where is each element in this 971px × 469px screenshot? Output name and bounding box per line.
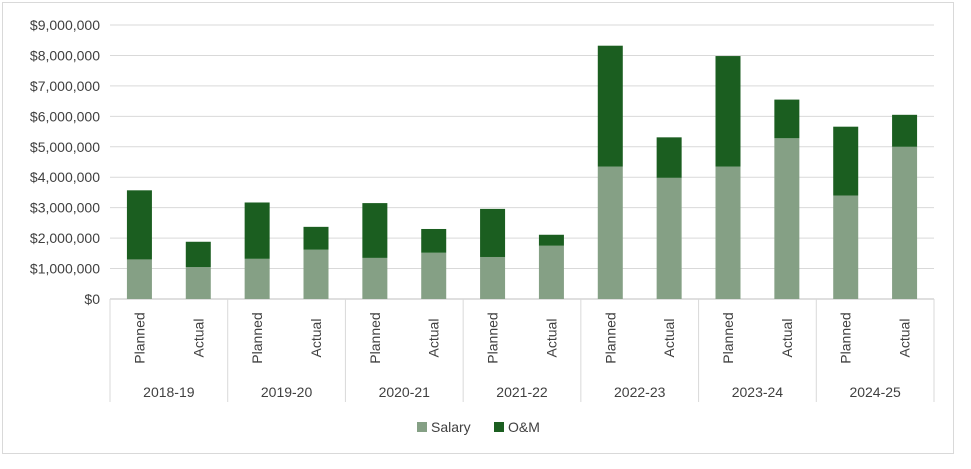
x-subcategory-label: Actual [543, 319, 559, 358]
x-group-label: 2019-20 [261, 384, 313, 400]
salary-bar [833, 195, 859, 299]
om-bar [421, 228, 447, 253]
x-subcategory-label: Planned [838, 312, 854, 363]
x-subcategory-label: Actual [897, 319, 913, 358]
x-subcategory-label: Planned [131, 312, 147, 363]
y-tick-label: $7,000,000 [30, 78, 100, 94]
y-tick-label: $0 [84, 291, 100, 307]
x-group-label: 2020-21 [379, 384, 431, 400]
salary-bar [597, 166, 623, 299]
salary-bar [715, 166, 741, 299]
salary-bar [303, 249, 329, 299]
y-tick-label: $1,000,000 [30, 261, 100, 277]
om-bar [597, 45, 623, 167]
x-subcategory-label: Actual [661, 319, 677, 358]
om-bar [774, 99, 800, 139]
legend-swatch [494, 422, 504, 432]
x-subcategory-label: Planned [602, 312, 618, 363]
om-bar [715, 56, 741, 167]
x-subcategory-label: Planned [367, 312, 383, 363]
y-tick-label: $8,000,000 [30, 47, 100, 63]
om-bar [126, 190, 152, 260]
salary-bar [538, 245, 564, 299]
x-group-label: 2022-23 [614, 384, 666, 400]
y-tick-label: $5,000,000 [30, 139, 100, 155]
om-bar [656, 137, 682, 178]
om-bar [480, 208, 506, 257]
salary-bar [185, 267, 211, 299]
x-group-label: 2024-25 [849, 384, 901, 400]
legend-label: Salary [431, 419, 471, 435]
salary-bar [892, 146, 918, 299]
x-subcategory-label: Actual [779, 319, 795, 358]
y-tick-label: $3,000,000 [30, 200, 100, 216]
salary-bar [774, 138, 800, 299]
salary-bar [656, 177, 682, 299]
salary-bar [480, 256, 506, 299]
om-bar [538, 234, 564, 246]
x-group-label: 2021-22 [496, 384, 548, 400]
legend-label: O&M [508, 419, 540, 435]
x-subcategory-label: Actual [426, 319, 442, 358]
x-group-label: 2018-19 [143, 384, 195, 400]
x-group-label: 2023-24 [732, 384, 784, 400]
salary-bar [126, 259, 152, 299]
om-bar [244, 202, 270, 259]
salary-bar [362, 257, 388, 299]
x-subcategory-label: Planned [720, 312, 736, 363]
om-bar [833, 126, 859, 196]
om-bar [362, 203, 388, 258]
salary-bar [244, 258, 270, 299]
legend-swatch [417, 422, 427, 432]
y-tick-label: $4,000,000 [30, 169, 100, 185]
y-tick-label: $6,000,000 [30, 108, 100, 124]
x-subcategory-label: Actual [190, 319, 206, 358]
y-tick-label: $2,000,000 [30, 230, 100, 246]
om-bar [303, 226, 329, 250]
x-subcategory-label: Planned [249, 312, 265, 363]
x-subcategory-label: Planned [485, 312, 501, 363]
salary-bar [421, 252, 447, 299]
x-subcategory-label: Actual [308, 319, 324, 358]
y-tick-label: $9,000,000 [30, 17, 100, 33]
om-bar [892, 114, 918, 147]
om-bar [185, 241, 211, 268]
